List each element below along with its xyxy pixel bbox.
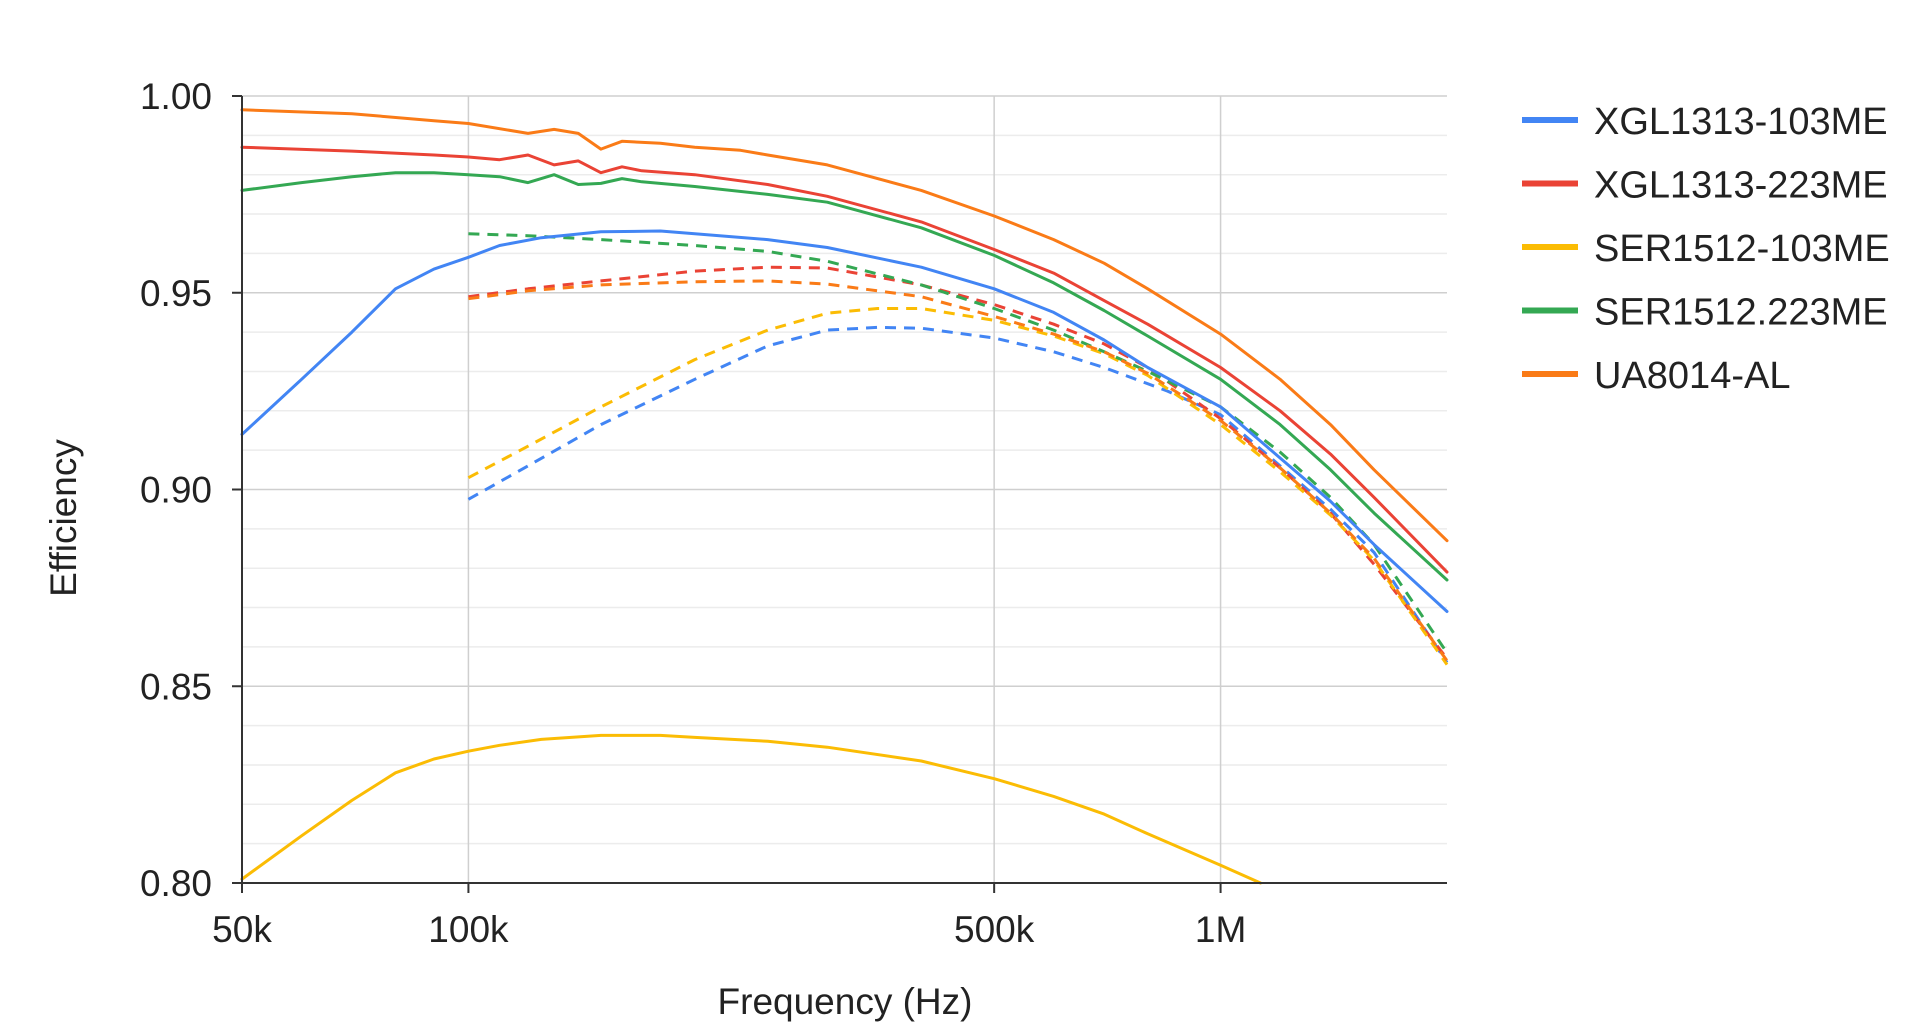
legend-label: XGL1313-103ME	[1594, 101, 1888, 143]
series-line-xgl1313-223me	[240, 145, 1449, 574]
x-tick-label: 100k	[428, 909, 509, 950]
y-tick-label: 0.80	[140, 863, 212, 904]
legend-item: SER1512-103ME	[1522, 228, 1890, 270]
legend-item: XGL1313-103ME	[1522, 101, 1888, 143]
legend-label: SER1512-103ME	[1594, 228, 1890, 270]
series-line-ua8014-al	[240, 108, 1449, 543]
series-line-xgl1313-103me	[240, 229, 1449, 613]
x-tick-label: 50k	[212, 909, 272, 950]
series-lines	[240, 108, 1449, 885]
legend: XGL1313-103ME XGL1313-223ME SER1512-103ME S…	[1522, 101, 1890, 397]
grid	[241, 95, 1447, 884]
legend-label: XGL1313-223ME	[1594, 165, 1888, 207]
x-tick-label: 1M	[1195, 909, 1246, 950]
legend-item: UA8014-AL	[1522, 355, 1790, 397]
y-tick-label: 0.95	[140, 273, 212, 314]
series-line-dashed-7	[467, 307, 1449, 666]
legend-item: XGL1313-223ME	[1522, 165, 1888, 207]
series-line-dashed-8	[468, 232, 1449, 654]
series-line-dashed-5	[467, 325, 1449, 664]
x-tick-label: 500k	[954, 909, 1035, 950]
y-tick-label: 1.00	[140, 76, 212, 117]
y-tick-label: 0.85	[140, 666, 212, 707]
series-line-dashed-9	[468, 279, 1449, 662]
legend-label: SER1512.223ME	[1594, 292, 1888, 334]
x-axis-title: Frequency (Hz)	[718, 981, 973, 1022]
series-line-ser1512-103me	[240, 733, 1262, 885]
legend-item: SER1512.223ME	[1522, 292, 1888, 334]
axes: 0.80 0.85 0.90 0.95 1.00 50k 100k 500k 1M	[140, 76, 1447, 950]
legend-label: UA8014-AL	[1594, 355, 1790, 397]
series-line-dashed-6	[468, 265, 1449, 660]
y-axis-title: Efficiency	[43, 439, 84, 597]
series-line-ser1512-223me	[240, 171, 1449, 582]
y-tick-label: 0.90	[140, 470, 212, 511]
